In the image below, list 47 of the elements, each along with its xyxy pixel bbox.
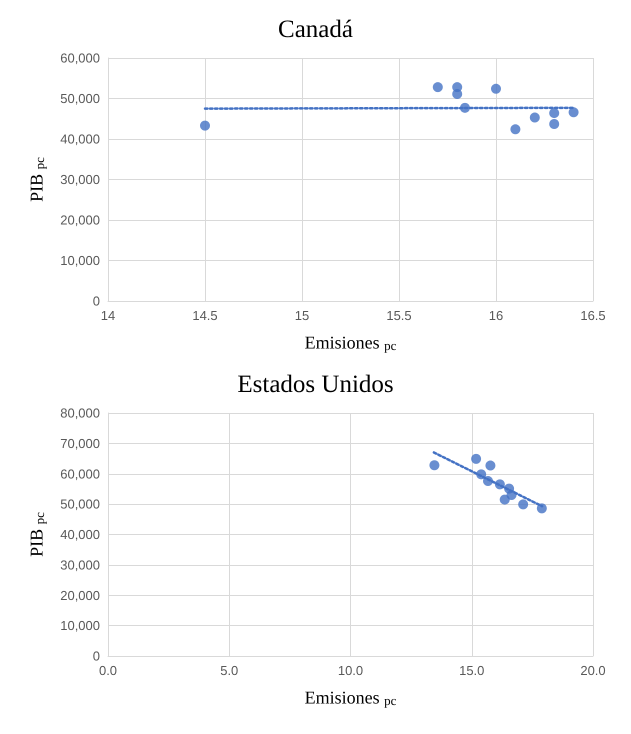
point (568, 107, 579, 118)
y-tick-label: 40,000 (60, 132, 100, 146)
y-tick-label: 60,000 (60, 466, 100, 482)
point (549, 108, 560, 118)
point (452, 89, 462, 100)
y-tick-label: 0 (92, 294, 100, 308)
x-tick-label: 10.0 (338, 663, 364, 678)
x-tick-label: 20.0 (580, 663, 606, 678)
point (429, 460, 440, 470)
y-tick-label: 0 (92, 648, 100, 664)
y-tick-label: 70,000 (60, 436, 100, 451)
point (530, 112, 540, 123)
point (471, 454, 482, 464)
y-tick-label: 20,000 (60, 212, 100, 228)
point (510, 124, 520, 134)
point (500, 494, 510, 505)
y-tick-label: 40,000 (60, 527, 100, 542)
x-tick-label: 15.0 (459, 663, 484, 678)
x-tick-label: 15.5 (386, 308, 412, 323)
y-axis-title: PIB pc (26, 512, 47, 557)
y-tick-label: 30,000 (60, 172, 100, 187)
x-tick-label: 14 (100, 308, 116, 323)
y-tick-label: 60,000 (60, 50, 100, 66)
point (485, 460, 496, 471)
y-tick-label: 10,000 (60, 253, 100, 268)
x-tick-label: 14.5 (192, 308, 218, 323)
point (491, 84, 501, 94)
point (518, 499, 528, 510)
y-tick-label: 80,000 (60, 406, 100, 420)
point (200, 120, 210, 131)
y-tick-label: 30,000 (60, 557, 100, 572)
point (432, 82, 443, 92)
x-tick-label: 16 (488, 308, 504, 323)
y-tick-label: 50,000 (60, 91, 100, 106)
x-tick-label: 0.0 (98, 663, 118, 678)
y-tick-label: 50,000 (60, 496, 100, 512)
y-tick-label: 20,000 (60, 588, 100, 603)
chart-title: Canadá (278, 16, 353, 43)
point (549, 119, 560, 130)
y-axis-title: PIB pc (26, 156, 47, 202)
x-tick-label: 5.0 (220, 663, 238, 678)
y-tick-label: 10,000 (60, 618, 100, 634)
x-axis-title: Emisiones pc (304, 688, 397, 708)
chart-title: Estados Unidos (237, 371, 394, 398)
x-axis-title: Emisiones pc (304, 332, 397, 353)
x-tick-label: 15 (294, 308, 310, 323)
x-tick-label: 16.5 (580, 308, 606, 323)
